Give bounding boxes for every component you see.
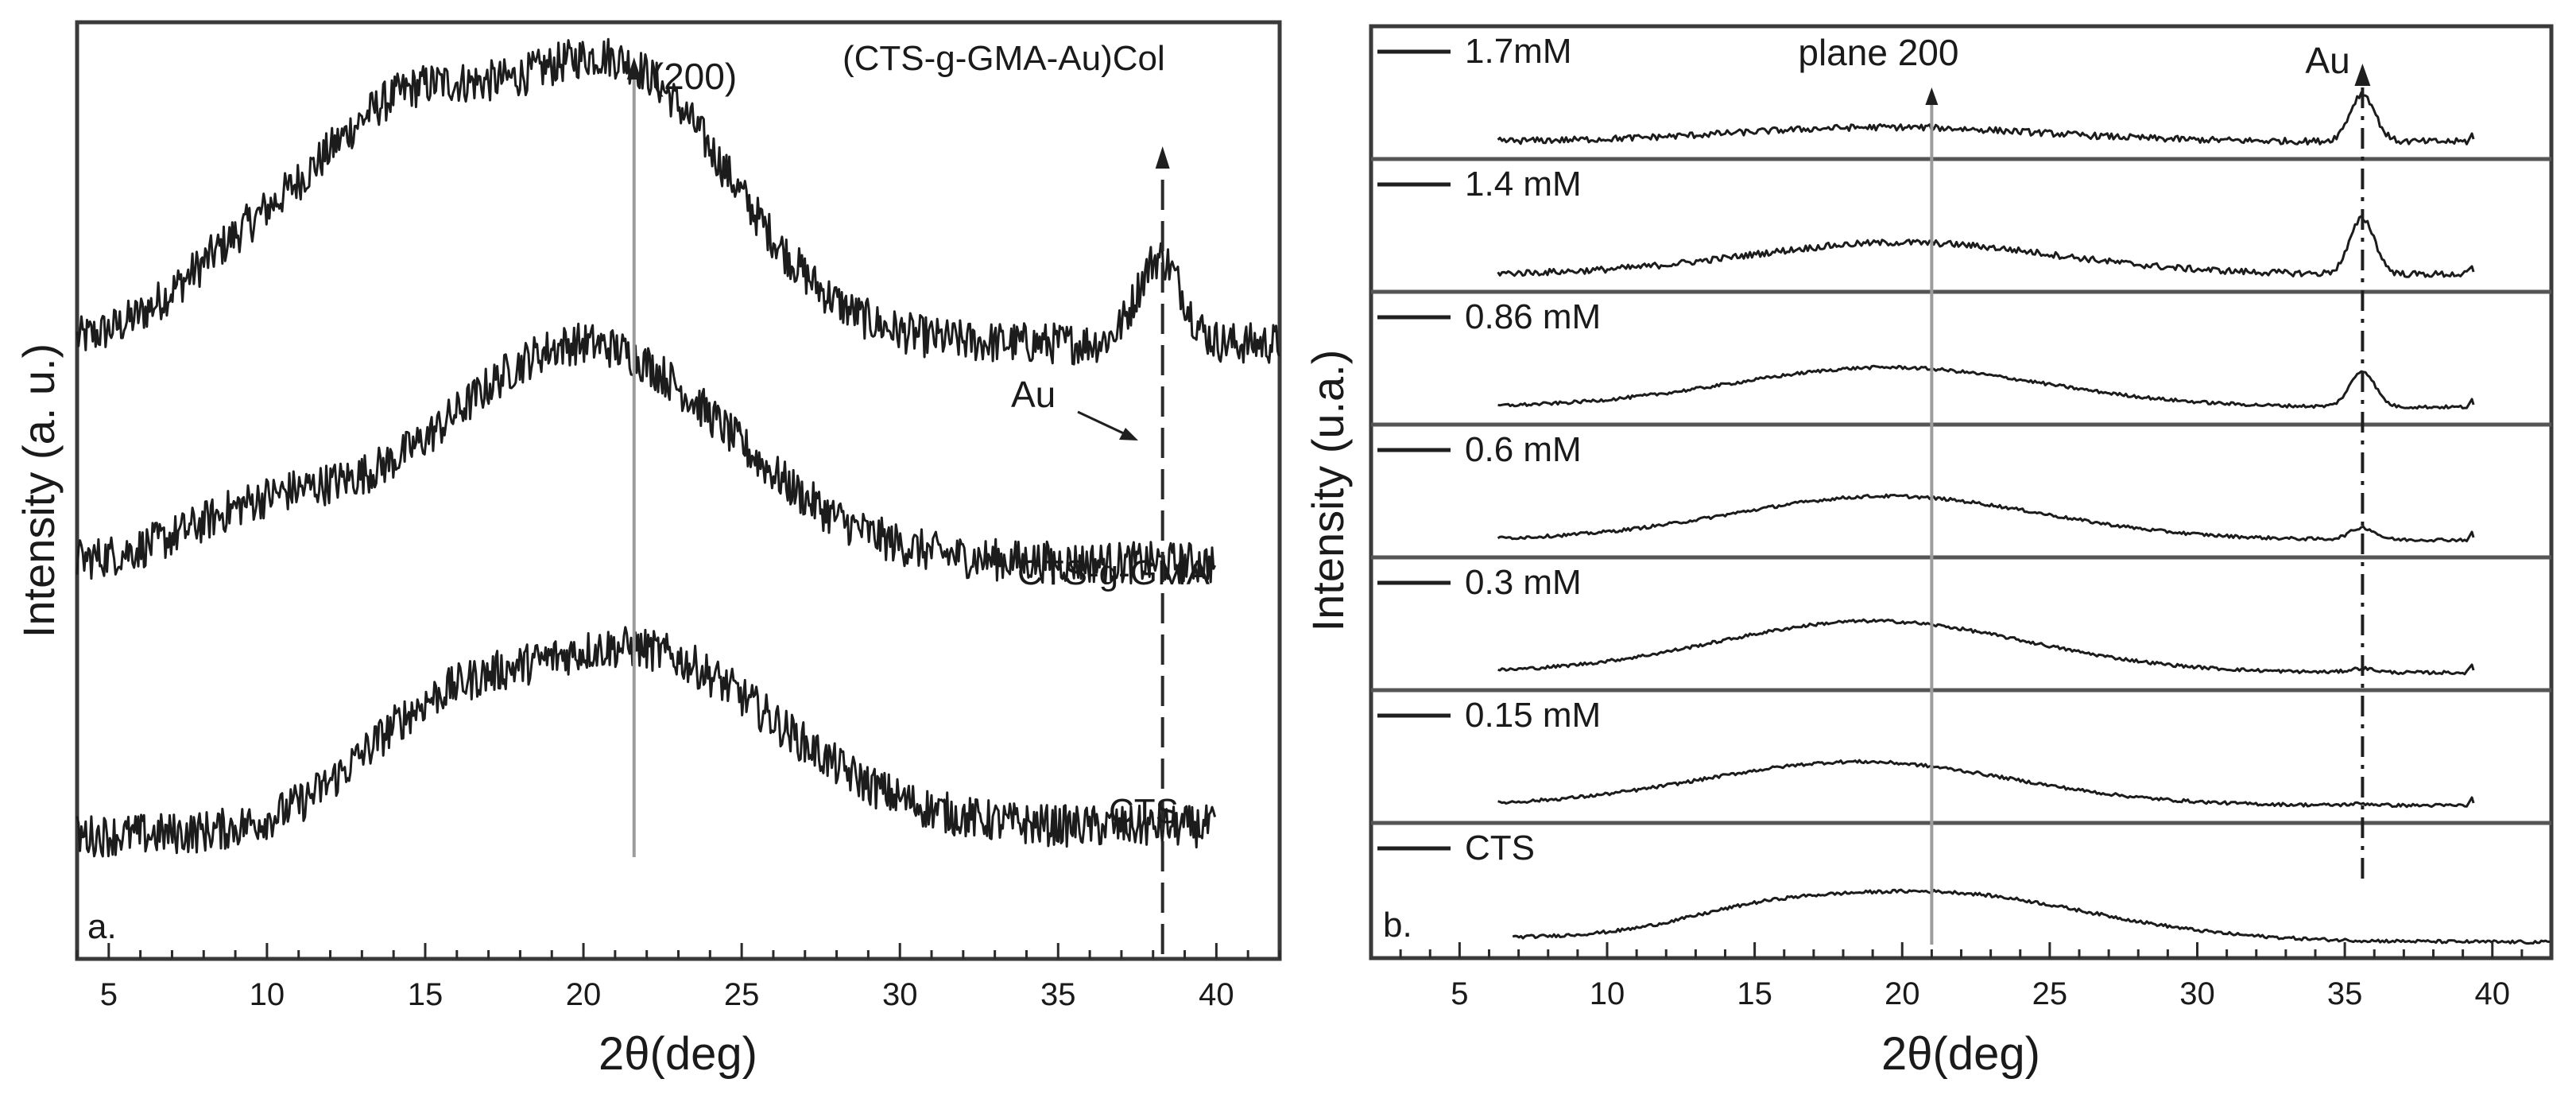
panel-b-series-3 <box>1497 493 2475 543</box>
panel-b-series-label: 1.4 mM <box>1465 165 1582 204</box>
plane-200-arrowhead <box>626 57 641 80</box>
panel-a-series-1 <box>76 322 1216 585</box>
panel-b-tag: b. <box>1383 906 1412 945</box>
panel-a-tick-label: 5 <box>100 977 118 1012</box>
panel-b-series-0 <box>1497 91 2475 146</box>
panel-b-tick-label: 10 <box>1590 976 1625 1011</box>
panel-a-tick-label: 25 <box>724 977 760 1012</box>
panel-b-tick-label: 30 <box>2179 976 2215 1011</box>
panel-b-tick-label: 25 <box>2032 976 2068 1011</box>
panel-a-series-0 <box>76 37 1280 366</box>
panel-a-series-label: CTS-g-GMA <box>1017 553 1211 592</box>
panel-b-series-label: 1.7mM <box>1465 32 1571 71</box>
panel-a-tick-label: 20 <box>566 977 602 1012</box>
panel-b-series-label: 0.15 mM <box>1465 696 1601 735</box>
plane-200-line-arrowhead <box>1925 87 1939 105</box>
panel-a-series-label: CTS <box>1109 792 1179 831</box>
panel-b-tick-label: 20 <box>1885 976 1920 1011</box>
panel-a-series-2 <box>76 626 1217 858</box>
panel-a-tick-label: 10 <box>250 977 285 1012</box>
panel-b-tick-label: 15 <box>1737 976 1772 1011</box>
panel-b-series-label: 0.3 mM <box>1465 563 1582 602</box>
panel-a-tick-label: 15 <box>408 977 444 1012</box>
panel-b-series-6 <box>1512 888 2550 945</box>
au-dashdot-label: Au <box>2305 40 2349 81</box>
plane-200-label: (200) <box>652 56 737 97</box>
panel-b-tick-label: 35 <box>2327 976 2363 1011</box>
panel-b-series-2 <box>1497 364 2475 410</box>
panel-b: plane 200 Au 5 10 15 20 25 30 35 40 1.7mM 1.4 mM 0… <box>1303 24 2554 1080</box>
au-pointer-line <box>1077 410 1129 437</box>
panel-a-tick-label: 35 <box>1040 977 1076 1012</box>
plane-200-line-label: plane 200 <box>1798 32 1958 73</box>
panel-a-xlabel: 2θ(deg) <box>598 1028 757 1080</box>
au-peak-label: Au <box>1011 374 1056 415</box>
panel-a-tick-label: 30 <box>882 977 918 1012</box>
panel-a-ylabel: Intensity (a. u.) <box>14 343 64 638</box>
panel-b-ylabel: Intensity (u.a.) <box>1303 350 1353 632</box>
panel-b-tick-label: 5 <box>1451 976 1468 1011</box>
panel-a-series-label: (CTS-g-GMA-Au)Col <box>843 39 1165 78</box>
panel-a-tag: a. <box>87 907 117 946</box>
panel-b-series-5 <box>1497 759 2475 809</box>
panel-b-xlabel: 2θ(deg) <box>1881 1028 2040 1080</box>
panel-b-tick-label: 40 <box>2475 976 2511 1011</box>
panel-a: (200) Au 5 10 15 20 25 30 35 40 (CTS-g-GMA-Au)Co… <box>14 20 1282 1080</box>
panel-b-series-4 <box>1497 618 2475 676</box>
au-dashed-arrowhead <box>1155 146 1170 169</box>
au-dashdot-arrowhead <box>2354 64 2371 86</box>
panel-b-series-1 <box>1497 215 2475 278</box>
panel-b-series-label: 0.6 mM <box>1465 430 1582 469</box>
panel-b-series-label: CTS <box>1465 829 1535 867</box>
panel-a-tick-label: 40 <box>1199 977 1234 1012</box>
panel-b-series-label: 0.86 mM <box>1465 297 1601 336</box>
au-pointer-arrowhead <box>1119 428 1138 440</box>
